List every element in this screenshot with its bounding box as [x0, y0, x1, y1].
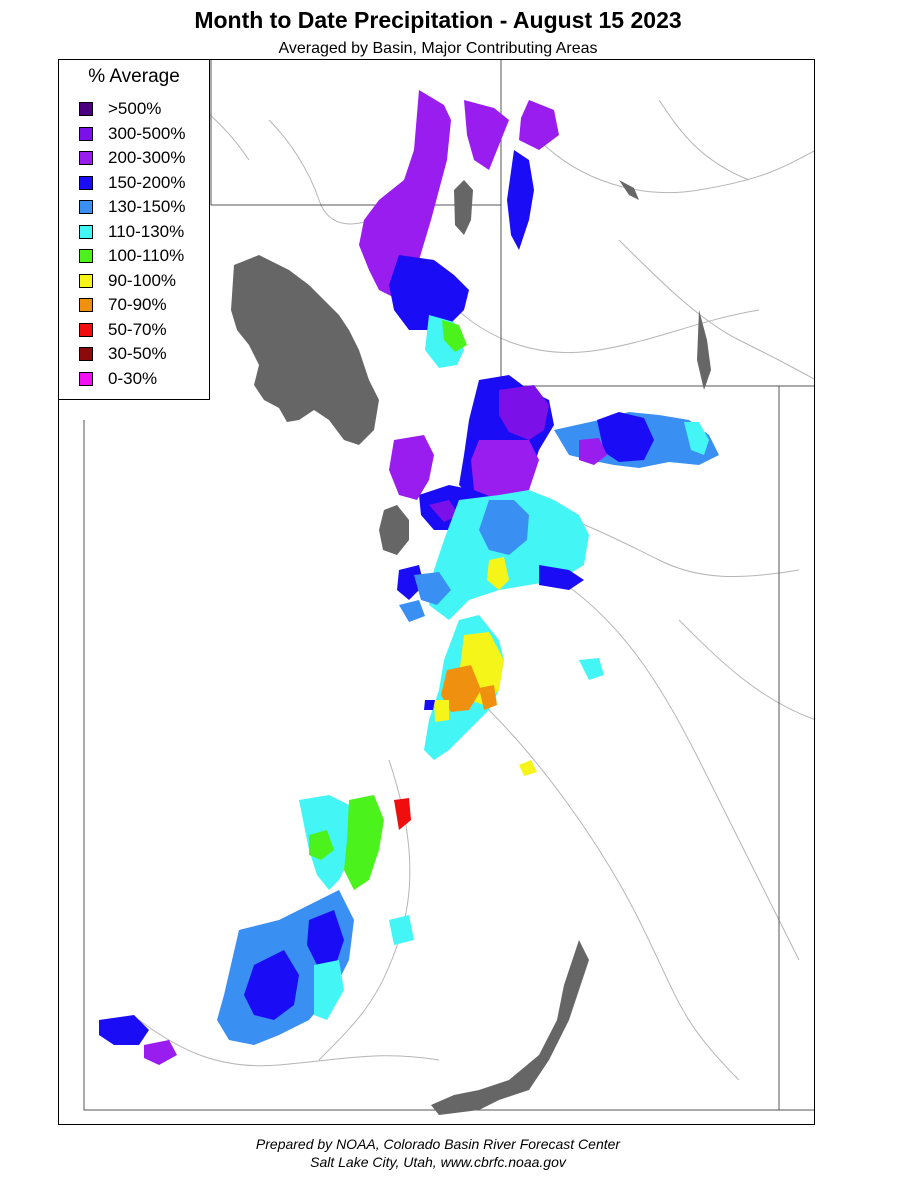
legend-swatch	[79, 273, 93, 288]
legend-item: 200-300%	[79, 146, 186, 171]
precipitation-map	[59, 60, 814, 1115]
legend-swatch	[79, 249, 93, 264]
legend-swatch	[79, 126, 93, 141]
legend-item: 90-100%	[79, 269, 186, 294]
lake-powell	[431, 940, 589, 1115]
legend-label: 150-200%	[108, 172, 186, 192]
legend-swatch	[79, 298, 93, 313]
map-title: Month to Date Precipitation - August 15 …	[194, 7, 682, 33]
legend-item: 110-130%	[79, 220, 186, 245]
legend-item: 50-70%	[79, 318, 186, 343]
fontenelle-reservoir	[619, 180, 639, 200]
flaming-gorge	[697, 310, 711, 390]
map-area	[58, 59, 815, 1125]
legend-label: 100-110%	[108, 246, 185, 266]
bear-lake	[454, 180, 473, 235]
legend-items: >500% 300-500% 200-300% 150-200% 130-150…	[79, 97, 186, 391]
legend-label: 30-50%	[108, 344, 167, 364]
legend-swatch	[79, 102, 93, 117]
legend-item: 70-90%	[79, 293, 186, 318]
legend-item: 150-200%	[79, 171, 186, 196]
legend-label: 70-90%	[108, 295, 167, 315]
legend-item: >500%	[79, 97, 186, 122]
footer-credit: Prepared by NOAA, Colorado Basin River F…	[255, 1136, 621, 1152]
legend-item: 0-30%	[79, 367, 186, 392]
legend-item: 300-500%	[79, 122, 186, 147]
legend-label: 90-100%	[108, 270, 177, 290]
footer-location: Salt Lake City, Utah, www.cbrfc.noaa.gov	[310, 1154, 566, 1170]
legend: % Average >500% 300-500% 200-300% 150-20…	[58, 59, 210, 400]
legend-swatch	[79, 200, 93, 215]
legend-swatch	[79, 347, 93, 362]
legend-swatch	[79, 322, 93, 337]
legend-item: 100-110%	[79, 244, 186, 269]
legend-swatch	[79, 371, 93, 386]
great-salt-lake	[231, 255, 379, 445]
legend-label: 300-500%	[108, 123, 186, 143]
utah-lake	[379, 505, 409, 555]
legend-label: 50-70%	[108, 319, 167, 339]
legend-swatch	[79, 175, 93, 190]
legend-item: 30-50%	[79, 342, 186, 367]
legend-item: 130-150%	[79, 195, 186, 220]
precipitation-basins	[99, 90, 719, 1065]
legend-swatch	[79, 224, 93, 239]
map-subtitle: Averaged by Basin, Major Contributing Ar…	[278, 40, 598, 57]
legend-label: 200-300%	[108, 148, 186, 168]
legend-label: 0-30%	[108, 368, 158, 388]
legend-label: 130-150%	[108, 197, 186, 217]
legend-label: 110-130%	[108, 221, 185, 241]
legend-swatch	[79, 151, 93, 166]
legend-title: % Average	[88, 66, 180, 87]
legend-label: >500%	[108, 99, 162, 119]
